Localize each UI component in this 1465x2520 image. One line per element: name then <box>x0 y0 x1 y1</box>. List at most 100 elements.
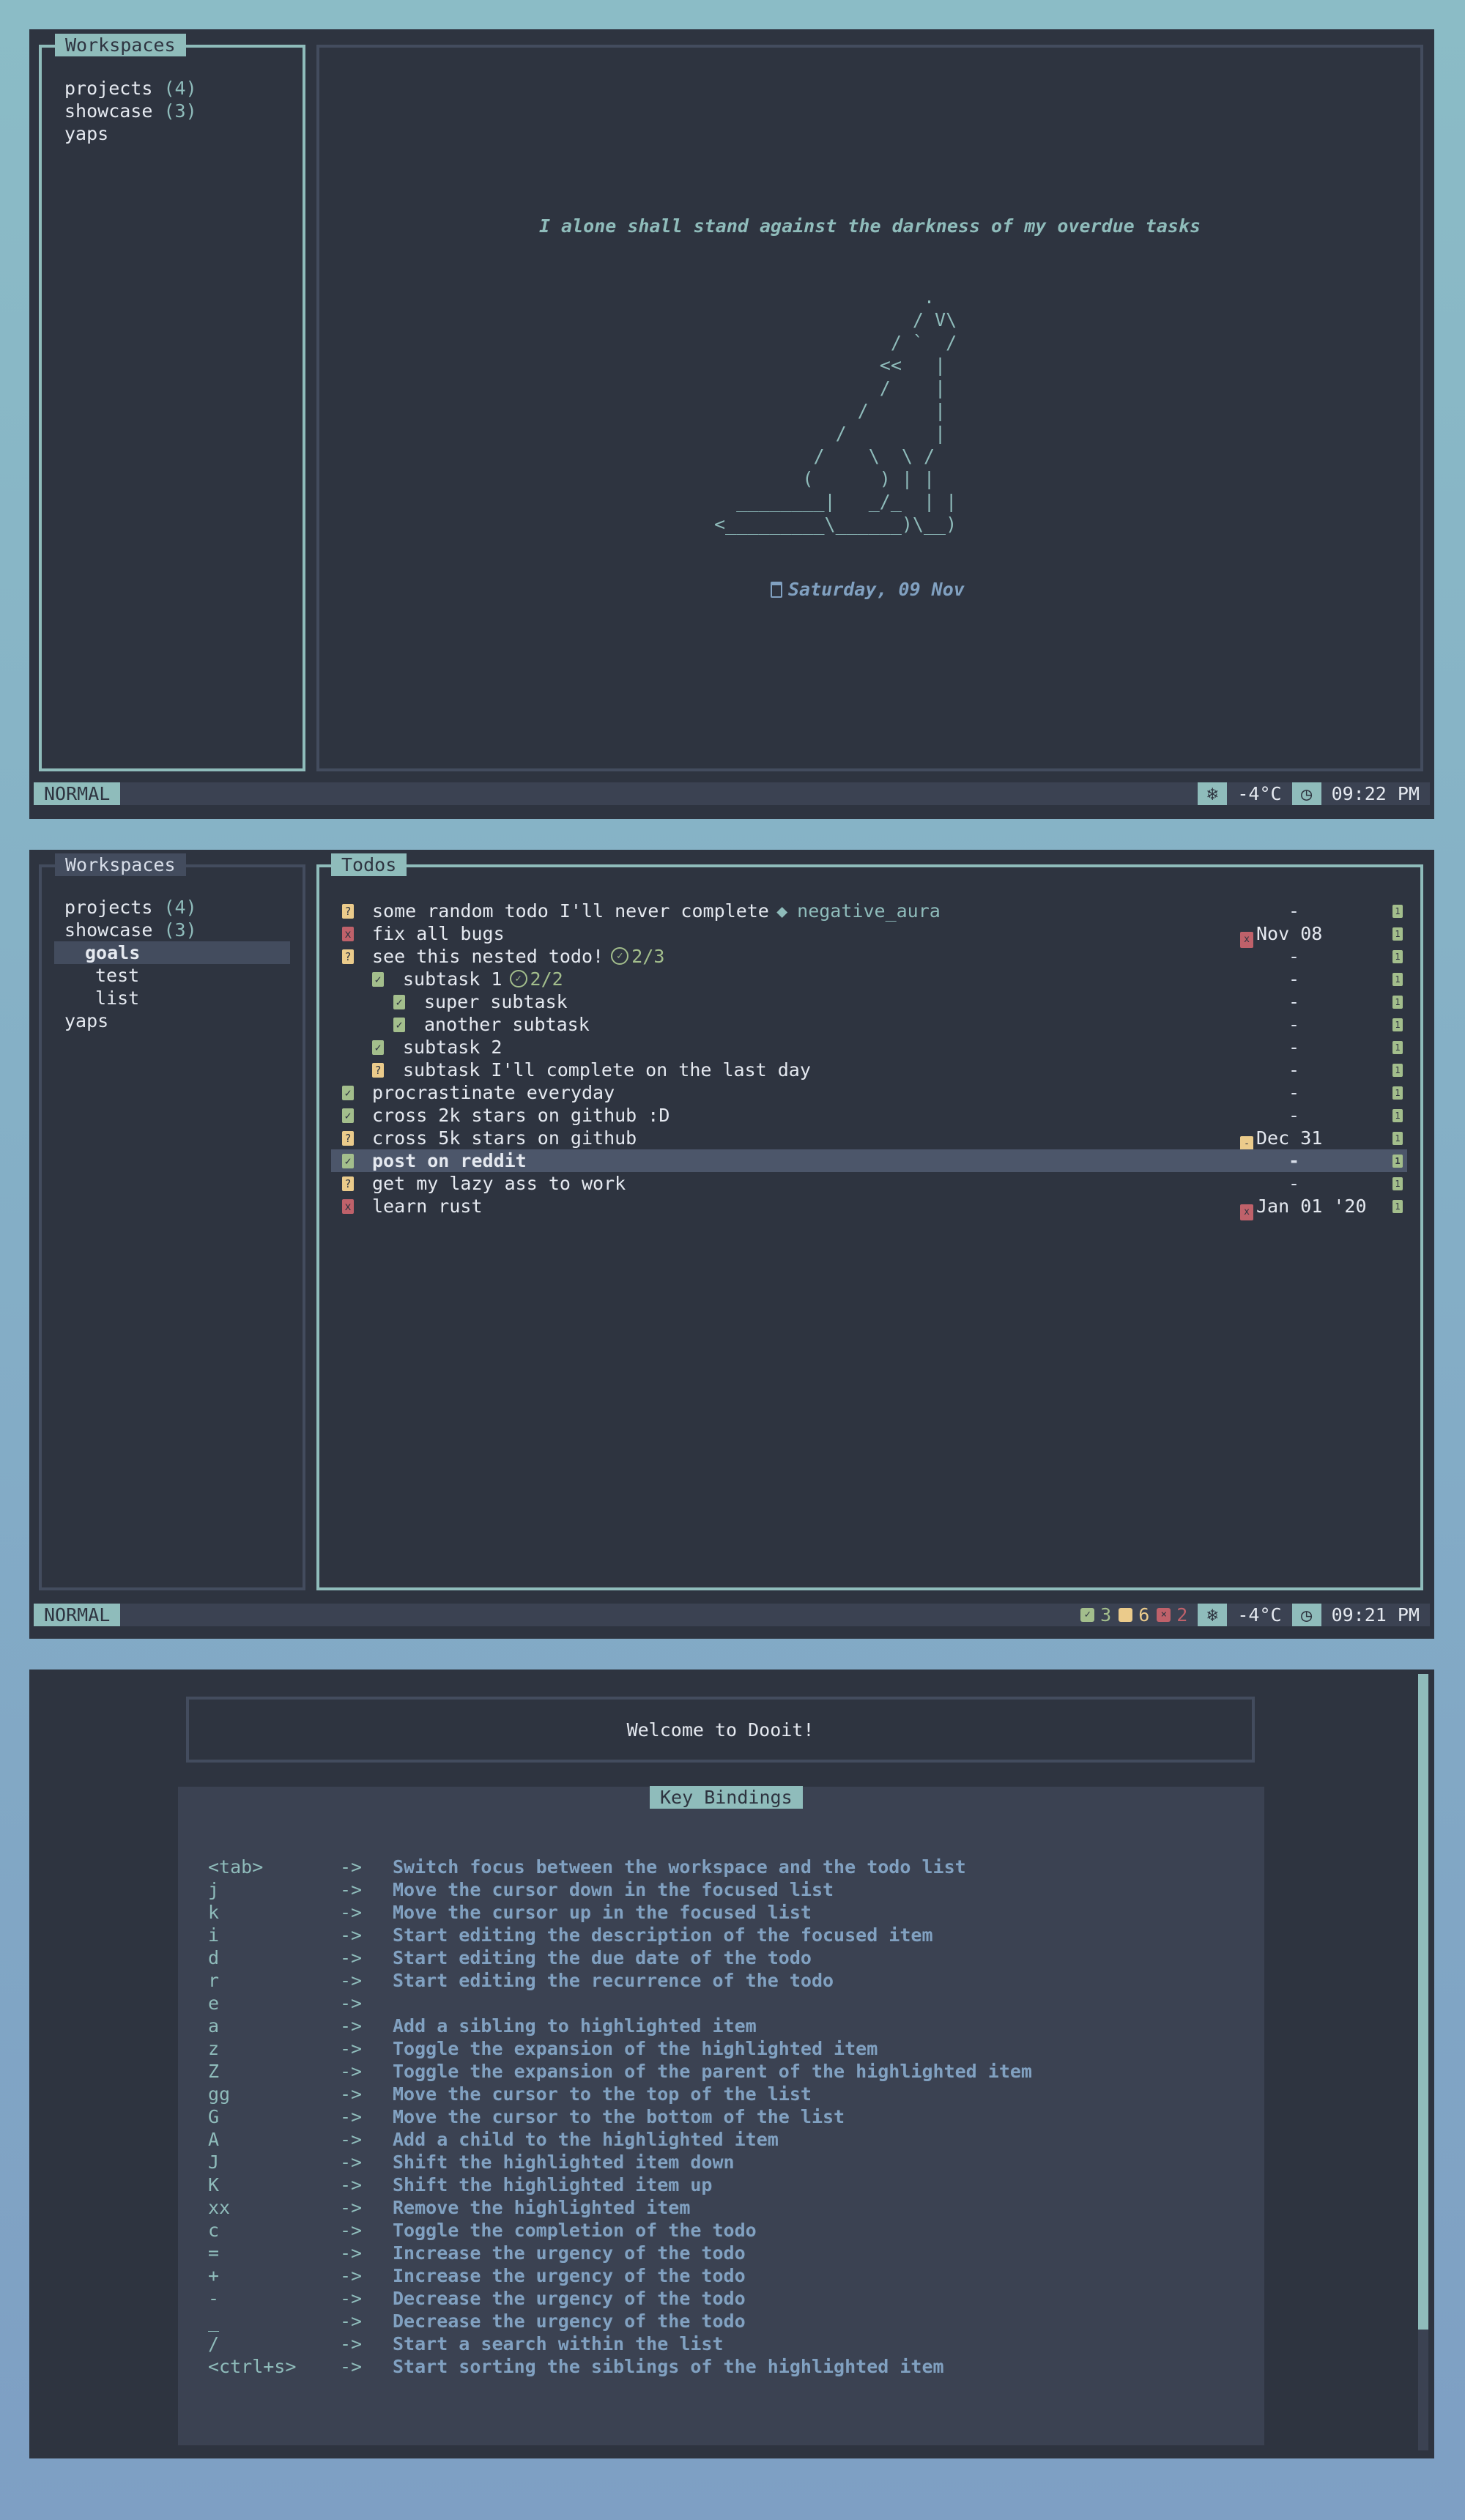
due-date[interactable]: - Dec 31 <box>1240 1127 1322 1152</box>
todo-row[interactable]: x learn rust x Jan 01 '20 1 <box>331 1195 1407 1220</box>
sidebar-item-list[interactable]: list <box>95 987 139 1009</box>
due-date[interactable]: - <box>1288 991 1300 1012</box>
todo-tag[interactable]: negative_aura <box>797 900 941 922</box>
key-binding-row: G -> Move the cursor to the bottom of the … <box>208 2105 845 2128</box>
todo-description: learn rust <box>372 1196 483 1217</box>
urgency-badge[interactable]: 1 <box>1392 973 1403 986</box>
ascii-art-line: ________| _/_ | | <box>714 491 957 512</box>
due-date[interactable]: - <box>1288 1014 1300 1035</box>
status-pending-icon[interactable]: ? <box>342 1176 354 1191</box>
todo-row[interactable]: ✓ procrastinate everyday - 1 <box>331 1081 1407 1104</box>
urgency-badge[interactable]: 1 <box>1392 1200 1403 1213</box>
overdue-count: 2 <box>1176 1604 1188 1626</box>
todo-row[interactable]: ✓ post on reddit - 1 <box>331 1149 1407 1172</box>
todo-row[interactable]: ? get my lazy ass to work - 1 <box>331 1172 1407 1195</box>
urgency-badge[interactable]: 1 <box>1392 1041 1403 1054</box>
todo-description: some random todo I'll never complete <box>372 900 769 922</box>
urgency-badge[interactable]: 1 <box>1392 950 1403 963</box>
binding-key: / <box>208 2333 220 2354</box>
todo-row[interactable]: ? subtask I'll complete on the last day - 1 <box>331 1059 1407 1081</box>
todo-row[interactable]: ✓ subtask 2 - 1 <box>331 1036 1407 1059</box>
key-binding-row: + -> Increase the urgency of the todo <box>208 2264 746 2287</box>
key-binding-row: _ -> Decrease the urgency of the todo <box>208 2310 746 2332</box>
todo-row[interactable]: ✓ another subtask - 1 <box>331 1013 1407 1036</box>
sidebar-item-projects[interactable]: projects (4) <box>64 896 197 919</box>
status-done-icon[interactable]: ✓ <box>393 995 405 1009</box>
key-binding-row: Z -> Toggle the expansion of the parent of… <box>208 2060 1032 2083</box>
status-pending-icon[interactable]: ? <box>372 1063 384 1078</box>
due-date[interactable]: - <box>1288 900 1300 922</box>
workspace-name: projects <box>64 78 153 99</box>
sidebar-item-projects[interactable]: projects (4) <box>64 77 197 100</box>
binding-key: i <box>208 1924 220 1946</box>
workspaces-panel[interactable] <box>39 45 305 771</box>
due-date[interactable]: - <box>1288 1059 1300 1081</box>
urgency-badge[interactable]: 1 <box>1392 905 1403 918</box>
urgency-badge[interactable]: 1 <box>1392 1109 1403 1122</box>
urgency-badge[interactable]: 1 <box>1392 996 1403 1009</box>
pending-count-icon <box>1119 1608 1133 1622</box>
todo-row[interactable]: ? cross 5k stars on github - Dec 31 1 <box>331 1127 1407 1152</box>
key-binding-row: <ctrl+s> -> Start sorting the siblings of … <box>208 2355 944 2378</box>
pending-count: 6 <box>1138 1604 1150 1626</box>
ascii-art-cat: . / V\ / ` / << | / | / | / | / \ \ / ( … <box>714 286 957 536</box>
workspace-name: list <box>95 987 140 1009</box>
status-done-icon[interactable]: ✓ <box>342 1108 354 1123</box>
urgency-badge[interactable]: 1 <box>1392 1177 1403 1190</box>
due-date[interactable]: x Nov 08 <box>1240 922 1322 948</box>
due-date[interactable]: - <box>1288 1082 1300 1103</box>
todo-description: cross 5k stars on github <box>372 1127 637 1149</box>
status-done-icon[interactable]: ✓ <box>342 1154 354 1168</box>
sidebar-item-goals[interactable]: goals <box>54 941 290 964</box>
workspaces-panel[interactable] <box>39 864 305 1590</box>
urgency-badge[interactable]: 1 <box>1392 1086 1403 1100</box>
status-done-icon[interactable]: ✓ <box>372 972 384 987</box>
todo-row[interactable]: ✓ super subtask - 1 <box>331 990 1407 1013</box>
workspace-name: test <box>95 965 140 986</box>
due-date[interactable]: - <box>1288 1105 1300 1126</box>
sidebar-item-yaps[interactable]: yaps <box>64 122 108 145</box>
status-pending-icon[interactable]: ? <box>342 949 354 964</box>
due-date[interactable]: - <box>1288 1173 1300 1194</box>
status-done-icon[interactable]: ✓ <box>372 1040 384 1055</box>
status-done-icon[interactable]: ✓ <box>342 1086 354 1100</box>
todo-row[interactable]: ? some random todo I'll never complete ◆ ne… <box>331 900 1407 922</box>
due-date[interactable]: - <box>1288 946 1300 967</box>
scrollbar[interactable] <box>1418 1674 1428 2450</box>
binding-arrow: -> <box>340 2038 363 2059</box>
sidebar-item-test[interactable]: test <box>95 964 139 987</box>
todo-row[interactable]: ✓ subtask 1 ✓ 2/2-1 <box>331 968 1407 990</box>
due-date[interactable]: - <box>1288 1150 1300 1171</box>
due-date[interactable]: x Jan 01 '20 <box>1240 1195 1367 1220</box>
urgency-badge[interactable]: 1 <box>1392 1155 1403 1168</box>
status-pending-icon[interactable]: ? <box>342 904 354 919</box>
todos-panel[interactable] <box>316 864 1423 1590</box>
sidebar-item-showcase[interactable]: showcase (3) <box>64 919 197 941</box>
sidebar-item-showcase[interactable]: showcase (3) <box>64 100 197 122</box>
status-overdue-icon[interactable]: x <box>342 927 354 941</box>
key-binding-row: / -> Start a search within the list <box>208 2332 724 2355</box>
status-done-icon[interactable]: ✓ <box>393 1018 405 1032</box>
urgency-badge[interactable]: 1 <box>1392 1132 1403 1145</box>
scrollbar-thumb[interactable] <box>1418 1674 1428 2330</box>
urgency-badge[interactable]: 1 <box>1392 927 1403 941</box>
due-date[interactable]: - <box>1288 1037 1300 1058</box>
help-screen: Welcome to Dooit! Key Bindings <tab> -> Sw… <box>29 1670 1434 2458</box>
ascii-art-line: / \ \ / <box>714 445 935 467</box>
sidebar-item-yaps[interactable]: yaps <box>64 1009 108 1032</box>
binding-arrow: -> <box>340 1856 363 1878</box>
status-overdue-icon[interactable]: x <box>342 1199 354 1214</box>
status-pending-icon[interactable]: ? <box>342 1131 354 1146</box>
binding-arrow: -> <box>340 1902 363 1923</box>
binding-description: Move the cursor to the top of the list <box>393 2083 812 2105</box>
binding-arrow: -> <box>340 2015 363 2037</box>
binding-key: k <box>208 1902 220 1923</box>
todo-row[interactable]: ✓ cross 2k stars on github :D - 1 <box>331 1104 1407 1127</box>
todo-row[interactable]: x fix all bugs x Nov 08 1 <box>331 922 1407 948</box>
binding-key: G <box>208 2106 220 2127</box>
urgency-badge[interactable]: 1 <box>1392 1064 1403 1077</box>
todo-row[interactable]: ? see this nested todo! ✓ 2/3 - 1 <box>331 945 1407 968</box>
due-date[interactable]: - <box>1288 968 1300 990</box>
urgency-badge[interactable]: 1 <box>1392 1018 1403 1031</box>
todo-description: subtask 1 <box>403 968 502 990</box>
